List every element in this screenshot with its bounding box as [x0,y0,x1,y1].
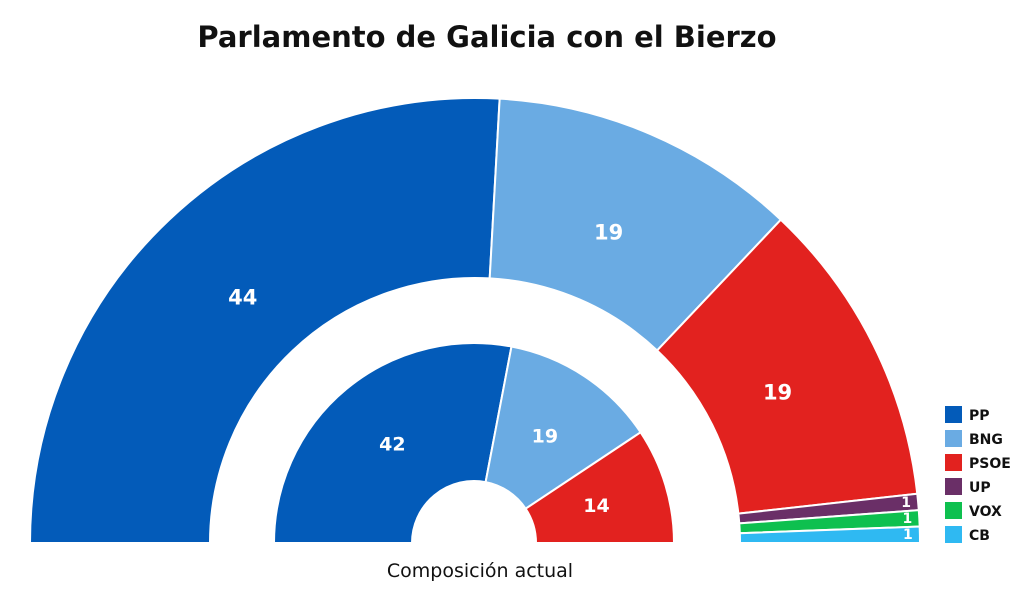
legend-label-up: UP [969,480,991,496]
inner-slice-bng [484,345,642,511]
inner-slice-psoe [524,430,676,544]
legend-swatch-cb [945,526,962,543]
outer-seat-label-cb: 1 [903,527,913,543]
outer-slice-cb [738,525,922,544]
legend-label-cb: CB [969,528,990,544]
inner-slice-pp [272,342,513,544]
chart-title: Parlamento de Galicia con el Bierzo [197,20,776,54]
inner-ring: 42 19 14 [272,342,676,544]
outer-seat-label-bng: 19 [594,221,623,245]
legend-swatch-up [945,478,962,495]
inner-seat-label-bng: 19 [532,425,558,447]
outer-seat-label-psoe: 19 [763,380,792,404]
composition-caption: Composición actual [387,560,573,582]
legend-swatch-vox [945,502,962,519]
legend: PP BNG PSOE UP VOX CB [945,406,1011,544]
legend-label-pp: PP [969,408,990,424]
legend-swatch-pp [945,406,962,423]
legend-swatch-psoe [945,454,962,471]
legend-label-bng: BNG [969,432,1003,448]
outer-seat-label-up: 1 [901,495,911,511]
inner-seat-label-pp: 42 [379,433,405,455]
outer-seat-label-vox: 1 [902,511,912,527]
legend-swatch-bng [945,430,962,447]
legend-label-vox: VOX [969,504,1002,520]
legend-label-psoe: PSOE [969,456,1011,472]
inner-seat-label-psoe: 14 [583,495,609,517]
outer-slice-pp [28,97,501,544]
outer-seat-label-pp: 44 [228,285,257,309]
